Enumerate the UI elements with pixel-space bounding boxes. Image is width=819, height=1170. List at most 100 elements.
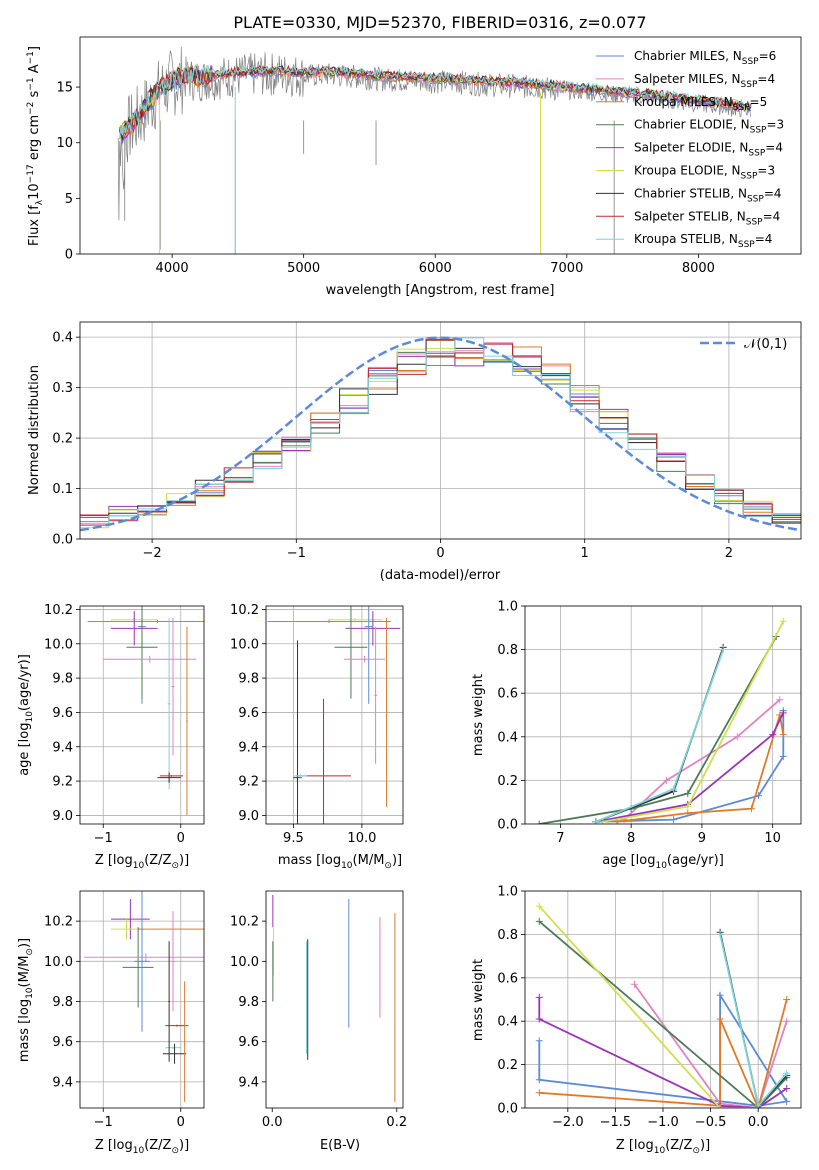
y-tick-label: 0.6 [497, 687, 518, 702]
plot-content [117, 46, 752, 254]
x-axis-label: Z [log10(Z/Z⊙)] [616, 1138, 710, 1156]
plot-content [525, 606, 801, 824]
y-tick-label: 10.2 [44, 603, 73, 618]
data-point-marker [684, 789, 692, 797]
y-tick-label: 10.0 [44, 955, 73, 970]
data-point-marker [663, 776, 671, 784]
y-tick-label: 0.4 [497, 1015, 518, 1030]
y-tick-label: 9.6 [238, 1035, 259, 1050]
x-tick-label: −1.5 [600, 1115, 632, 1130]
data-point-marker [783, 996, 791, 1003]
data-point-marker [535, 917, 543, 925]
x-tick-label: 10 [764, 831, 781, 846]
y-tick-label: 9.6 [52, 706, 73, 721]
data-point-marker [716, 930, 724, 938]
data-point-marker [716, 991, 724, 999]
plot-content [80, 891, 204, 1108]
data-point-marker [535, 902, 543, 910]
y-tick-label: 10.0 [44, 637, 73, 652]
data-point-marker [733, 733, 741, 741]
legend-entry: Kroupa MILES, NSSP=5 [634, 95, 767, 113]
x-tick-label: 6000 [419, 261, 452, 276]
y-tick-label: 9.4 [238, 740, 259, 755]
axes-frame [79, 605, 205, 825]
x-tick-label: 1 [581, 546, 589, 561]
axes-frame [79, 36, 802, 255]
y-axis-label: mass weight [471, 674, 486, 756]
x-tick-label: 7 [556, 831, 564, 846]
histogram-series [80, 343, 801, 521]
x-tick-label: −2.0 [552, 1115, 584, 1130]
data-point-marker [779, 709, 787, 717]
data-point-marker [719, 646, 727, 654]
data-point-marker [779, 752, 787, 760]
data-point-marker [535, 820, 543, 824]
y-tick-label: 5 [65, 192, 73, 207]
x-tick-label: −1 [94, 1115, 113, 1130]
normal-reference-curve [80, 336, 801, 532]
y-tick-label: 0.4 [497, 730, 518, 745]
y-tick-label: 9.8 [52, 672, 73, 687]
histogram-series [80, 355, 801, 523]
x-tick-label: 2 [725, 546, 733, 561]
data-point-marker [776, 696, 784, 704]
data-point-marker [592, 818, 600, 824]
x-axis-label: (data-model)/error [380, 568, 501, 583]
data-point-marker [754, 1102, 762, 1108]
mass-extinction-axes: 0.0 0.2 9.4 9.6 9.8 10.0 10.2 [230, 890, 407, 1130]
y-tick-label: 9.8 [52, 995, 73, 1010]
spectrum-legend: Chabrier MILES, NSSP=6 Salpeter MILES, NS… [596, 49, 784, 250]
data-point-marker [670, 816, 678, 824]
y-tick-label: 10.2 [230, 603, 259, 618]
chart-title: PLATE=0330, MJD=52370, FIBERID=0316, z=0… [233, 13, 646, 32]
y-tick-label: 0 [65, 248, 73, 263]
spectrum-axes: 4000 5000 6000 7000 8000 0 5 10 15 Chabrier MILES… [56, 36, 802, 276]
y-tick-label: 0.4 [52, 331, 73, 346]
model-spectrum [119, 65, 752, 137]
model-spectrum [119, 63, 752, 140]
y-tick-label: 0.6 [497, 971, 518, 986]
y-tick-label: 0.0 [497, 818, 518, 833]
x-axis-label: wavelength [Angstrom, rest frame] [326, 283, 555, 298]
data-point-marker [783, 1084, 791, 1092]
y-tick-label: 9.4 [52, 740, 73, 755]
x-tick-label: 8000 [682, 261, 715, 276]
x-tick-label: 0 [436, 546, 444, 561]
y-tick-label: 1.0 [497, 600, 518, 615]
y-tick-label: 9.0 [52, 809, 73, 824]
x-tick-label: 0 [177, 1115, 185, 1130]
y-tick-label: 0.2 [497, 1058, 518, 1073]
y-tick-label: 0.3 [52, 381, 73, 396]
age-metallicity-axes: −1 0 9.0 9.2 9.4 9.6 9.8 10.0 10.2 [44, 603, 205, 846]
y-tick-label: 10.2 [44, 915, 73, 930]
y-tick-label: 9.8 [238, 995, 259, 1010]
y-tick-label: 0.8 [497, 928, 518, 943]
histogram-series [80, 352, 801, 520]
series-line [595, 712, 785, 823]
histogram-series [80, 337, 801, 524]
data-point-marker [535, 1089, 543, 1097]
series-line [538, 992, 789, 1108]
y-axis-label: Normed distribution [27, 365, 42, 495]
plot-content [266, 606, 403, 824]
x-tick-label: 0.0 [748, 1115, 769, 1130]
legend-entry: Salpeter STELIB, NSSP=4 [634, 209, 780, 227]
y-tick-label: 9.4 [52, 1075, 73, 1090]
y-tick-label: 1.0 [497, 885, 518, 900]
plot-area [266, 606, 403, 824]
y-tick-label: 9.6 [52, 1035, 73, 1050]
legend-entry: Salpeter ELODIE, NSSP=4 [634, 141, 783, 159]
x-tick-label: 10.0 [347, 831, 376, 846]
histogram-series [80, 347, 801, 529]
axes-frame [265, 890, 404, 1109]
y-axis-label: age [log10(age/yr)] [17, 654, 35, 776]
data-point-marker [783, 1069, 791, 1077]
series-line [539, 636, 777, 824]
axes-frame [79, 890, 205, 1109]
data-point-marker [535, 1037, 543, 1045]
legend-entry: 𝒩(0,1) [744, 337, 787, 352]
y-axis-label: mass weight [471, 959, 486, 1041]
axes-frame [265, 605, 404, 825]
x-tick-label: −2 [143, 546, 162, 561]
